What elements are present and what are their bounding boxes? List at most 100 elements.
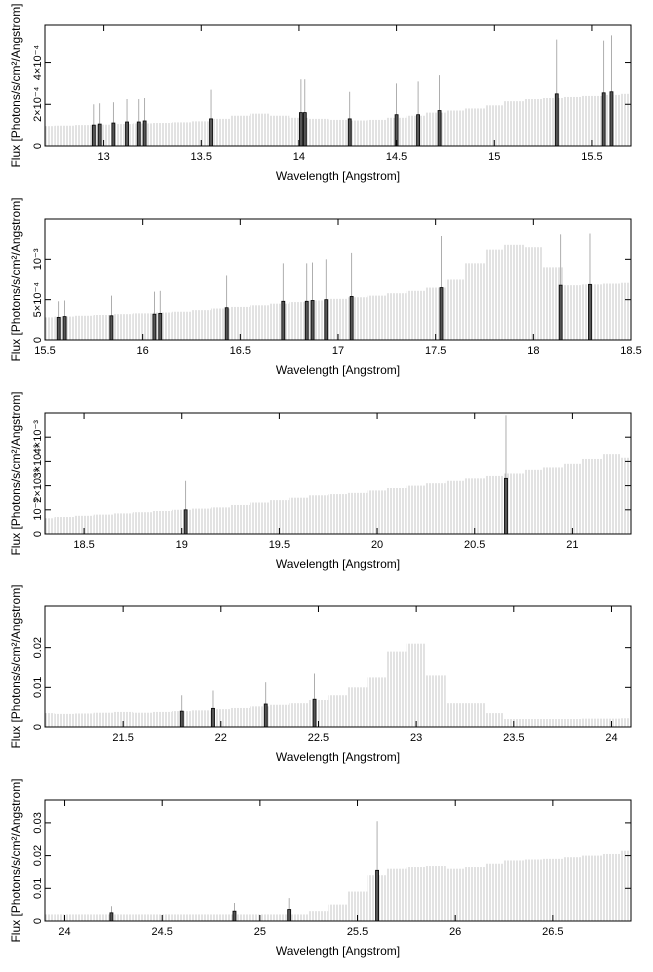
line-bar	[62, 316, 67, 341]
y-tick-label: 4×10⁻³	[32, 420, 44, 455]
x-tick-label: 22.5	[308, 732, 329, 744]
x-tick-label: 16.5	[230, 345, 251, 357]
flux-bar	[113, 314, 133, 340]
flux-bar	[367, 677, 387, 727]
flux-bar	[347, 492, 368, 534]
flux-bar	[425, 483, 446, 534]
y-axis-label: Flux [Photons/s/cm²/Angstrom]	[9, 391, 23, 555]
flux-bar	[171, 914, 192, 921]
flux-bar	[621, 457, 631, 534]
flux-bar	[308, 118, 329, 146]
flux-bar	[171, 311, 192, 340]
line-bar	[183, 509, 188, 535]
x-tick-label: 15.5	[34, 345, 55, 357]
flux-bar	[621, 93, 631, 146]
flux-bar	[347, 120, 368, 146]
x-tick-label: 13.5	[191, 151, 212, 163]
flux-bar	[308, 911, 329, 921]
flux-bar	[562, 857, 583, 921]
x-tick-label: 21.5	[112, 732, 133, 744]
flux-bar	[45, 518, 55, 534]
line-bar	[263, 703, 268, 728]
flux-bar	[504, 860, 524, 921]
flux-bar	[328, 904, 348, 921]
x-tick-label: 25.5	[347, 926, 368, 938]
line-bar	[347, 118, 352, 147]
x-tick-label: 23.5	[503, 732, 524, 744]
flux-bar	[54, 713, 75, 727]
x-tick-label: 15.5	[581, 151, 602, 163]
flux-bar	[484, 249, 505, 340]
flux-bar	[504, 473, 524, 534]
y-tick-label: 5×10⁻⁴	[32, 282, 44, 318]
flux-bar	[171, 122, 192, 146]
line-bar	[91, 124, 96, 147]
line-bar	[298, 112, 303, 147]
flux-bar	[425, 866, 446, 921]
x-tick-label: 26	[449, 926, 461, 938]
flux-bar	[504, 101, 524, 146]
x-axis-label: Wavelength [Angstrom]	[276, 363, 400, 377]
flux-bar	[347, 891, 368, 921]
line-bar	[349, 296, 354, 341]
flux-bar	[425, 675, 446, 727]
flux-bar	[543, 858, 563, 921]
y-axis-label: Flux [Photons/s/cm²/Angstrom]	[9, 197, 23, 361]
flux-bar	[406, 290, 426, 340]
flux-bar	[74, 713, 94, 727]
line-bar	[209, 118, 213, 147]
flux-bar	[230, 707, 251, 727]
line-bar	[109, 912, 114, 922]
flux-bar	[269, 500, 290, 534]
flux-bar	[601, 454, 622, 534]
line-bar	[304, 300, 309, 341]
x-tick-label: 18.5	[73, 539, 94, 551]
flux-bar	[191, 508, 212, 534]
x-tick-label: 14	[293, 151, 305, 163]
x-tick-label: 19	[176, 539, 188, 551]
x-tick-label: 16	[137, 345, 149, 357]
line-bar	[287, 909, 292, 922]
plot-frame	[44, 605, 632, 728]
flux-bar	[386, 868, 407, 921]
y-tick-label: 2×10⁻⁴	[32, 86, 44, 122]
flux-bar	[523, 99, 544, 146]
line-bar	[56, 317, 61, 341]
flux-bar	[445, 279, 465, 340]
x-tick-label: 22	[215, 732, 227, 744]
flux-bar	[328, 119, 348, 146]
y-tick-label: 0	[32, 337, 44, 343]
flux-bar	[152, 511, 172, 534]
flux-bar	[562, 719, 583, 727]
line-bar	[324, 299, 329, 341]
flux-bar	[621, 282, 631, 340]
flux-bar	[308, 495, 329, 534]
flux-bar	[523, 719, 544, 727]
flux-bar	[582, 284, 602, 340]
flux-bar	[484, 105, 505, 146]
flux-bar	[328, 494, 348, 534]
y-tick-label: 0.01	[32, 677, 44, 698]
y-tick-label: 0.02	[32, 637, 44, 658]
flux-bar	[152, 711, 172, 727]
flux-bar	[386, 488, 407, 534]
flux-bar	[211, 709, 231, 727]
flux-bar	[191, 710, 212, 727]
x-tick-label: 26.5	[542, 926, 563, 938]
line-bar	[136, 121, 141, 147]
y-tick-label: 0.01	[32, 878, 44, 899]
flux-bar	[113, 124, 133, 146]
x-axis-label: Wavelength [Angstrom]	[276, 944, 400, 958]
flux-bar	[230, 115, 251, 146]
line-bar	[111, 122, 116, 147]
flux-bar	[328, 695, 348, 727]
flux-bar	[406, 115, 426, 146]
x-tick-label: 17.5	[425, 345, 446, 357]
line-bar	[224, 307, 229, 341]
flux-bar	[93, 712, 114, 727]
plot-frame	[44, 24, 632, 147]
y-tick-label: 0	[32, 531, 44, 537]
x-tick-label: 24	[605, 732, 617, 744]
flux-bar	[386, 293, 407, 340]
